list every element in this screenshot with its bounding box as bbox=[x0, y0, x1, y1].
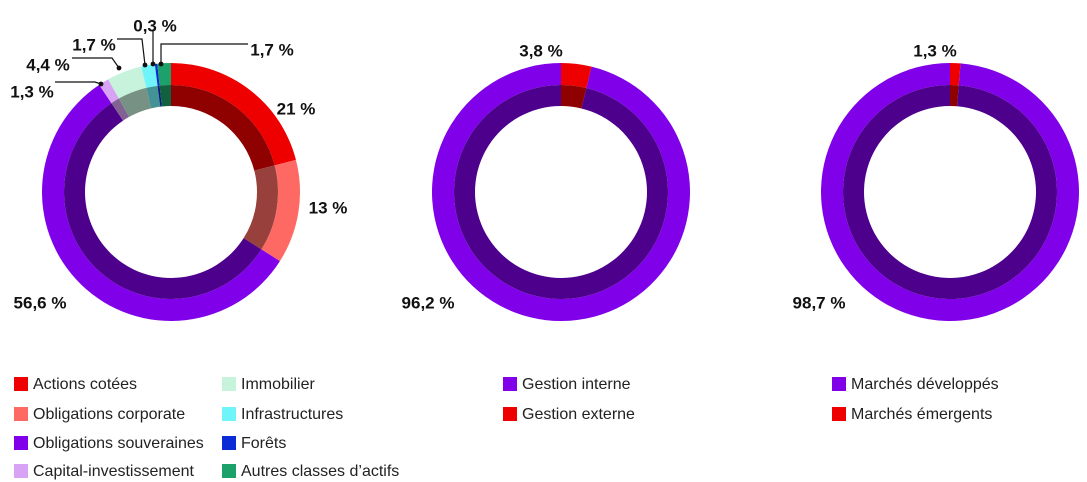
leader-line-1-6 bbox=[117, 38, 146, 66]
legend-item: Marchés développés bbox=[832, 376, 999, 394]
legend-swatch bbox=[14, 436, 28, 450]
leader-dot-1-7 bbox=[150, 61, 156, 67]
data-label-3-1: 98,7 % bbox=[793, 293, 846, 312]
legend-swatch bbox=[222, 377, 236, 391]
data-label-1-5: 4,4 % bbox=[26, 55, 69, 74]
legend-swatch bbox=[222, 436, 236, 450]
legend-swatch bbox=[14, 407, 28, 421]
leader-line-1-8 bbox=[160, 43, 248, 64]
legend-label: Marchés émergents bbox=[851, 406, 993, 423]
slice-outer-1-6 bbox=[141, 64, 158, 88]
data-label-1-8: 1,7 % bbox=[250, 40, 293, 59]
donut-chart-2: 96,2 % 3,8 % bbox=[402, 41, 690, 321]
data-label-3-2: 1,3 % bbox=[913, 41, 956, 60]
legend-item: Obligations corporate bbox=[14, 406, 185, 424]
legend-swatch bbox=[832, 407, 846, 421]
legend-label: Obligations corporate bbox=[33, 406, 186, 423]
slice-inner-1-8 bbox=[159, 85, 171, 107]
slice-outer-1-1 bbox=[171, 63, 296, 166]
legend-swatch bbox=[503, 407, 517, 421]
slice-inner-1-1 bbox=[171, 85, 275, 171]
slice-inner-1-7 bbox=[157, 85, 162, 107]
legend-item: Marchés émergents bbox=[832, 406, 992, 424]
legend-item: Forêts bbox=[222, 435, 286, 453]
legend-label: Gestion interne bbox=[522, 376, 631, 393]
slice-outer-1-7 bbox=[154, 63, 160, 86]
legend-item: Infrastructures bbox=[222, 406, 343, 424]
donut-chart-3: 98,7 % 1,3 % bbox=[793, 41, 1079, 321]
slice-inner-1-6 bbox=[146, 85, 161, 109]
legend-swatch bbox=[832, 377, 846, 391]
leader-dot-1-8 bbox=[158, 61, 164, 67]
data-label-1-3: 56,6 % bbox=[14, 293, 67, 312]
data-label-1-7: 0,3 % bbox=[133, 16, 176, 35]
legend-swatch bbox=[222, 464, 236, 478]
legend-label: Immobilier bbox=[241, 376, 315, 393]
slice-inner-3-1 bbox=[843, 85, 1057, 299]
leader-dot-1-6 bbox=[142, 62, 148, 68]
donut-charts: 21 %13 %56,6 %1,3 %4,4 %1,7 %0,3 %1,7 %9… bbox=[10, 16, 1079, 322]
legend-item: Autres classes d’actifs bbox=[222, 463, 399, 481]
legend-item: Gestion externe bbox=[503, 406, 635, 424]
data-label-2-1: 96,2 % bbox=[402, 293, 455, 312]
slice-inner-1-2 bbox=[243, 165, 279, 250]
leader-line-1-4 bbox=[55, 81, 102, 85]
slice-outer-2-2 bbox=[561, 63, 592, 89]
data-label-1-4: 1,3 % bbox=[10, 82, 53, 101]
legend-item: Gestion interne bbox=[503, 376, 631, 394]
leader-dot-1-4 bbox=[98, 81, 104, 87]
legend-label: Actions cotées bbox=[33, 376, 138, 393]
legend-item: Capital-investissement bbox=[14, 463, 194, 481]
legend-swatch bbox=[14, 464, 28, 478]
legend-label: Infrastructures bbox=[241, 406, 344, 423]
donut-chart-1: 21 %13 %56,6 %1,3 %4,4 %1,7 %0,3 %1,7 % bbox=[10, 16, 348, 322]
data-label-1-6: 1,7 % bbox=[72, 35, 115, 54]
legend-swatch bbox=[222, 407, 236, 421]
data-label-2-2: 3,8 % bbox=[519, 41, 562, 60]
legend-label: Marchés développés bbox=[851, 376, 999, 393]
leader-dot-1-5 bbox=[116, 65, 122, 71]
legend-label: Gestion externe bbox=[522, 406, 635, 423]
slice-inner-1-5 bbox=[118, 87, 152, 117]
legend-label: Obligations souveraines bbox=[33, 435, 204, 452]
legend-label: Autres classes d’actifs bbox=[241, 463, 400, 480]
legend-label: Capital-investissement bbox=[33, 463, 194, 480]
slice-inner-2-2 bbox=[561, 85, 587, 109]
slice-outer-1-4 bbox=[99, 79, 119, 104]
slice-outer-1-8 bbox=[157, 63, 171, 86]
legend-item: Obligations souveraines bbox=[14, 435, 204, 453]
leader-line-1-5 bbox=[72, 57, 120, 69]
data-label-1-2: 13 % bbox=[309, 198, 348, 217]
slice-inner-3-2 bbox=[950, 85, 959, 107]
legend-swatch bbox=[14, 377, 28, 391]
legend-label: Forêts bbox=[241, 435, 287, 452]
legend-item: Actions cotées bbox=[14, 376, 137, 394]
slice-outer-3-2 bbox=[950, 63, 961, 86]
slice-inner-2-1 bbox=[454, 85, 669, 300]
slice-outer-1-5 bbox=[108, 66, 147, 99]
legend-swatch bbox=[503, 377, 517, 391]
legend-item: Immobilier bbox=[222, 376, 315, 394]
slice-outer-1-2 bbox=[261, 159, 300, 262]
data-label-1-1: 21 % bbox=[277, 99, 316, 118]
slice-inner-1-4 bbox=[111, 98, 130, 121]
